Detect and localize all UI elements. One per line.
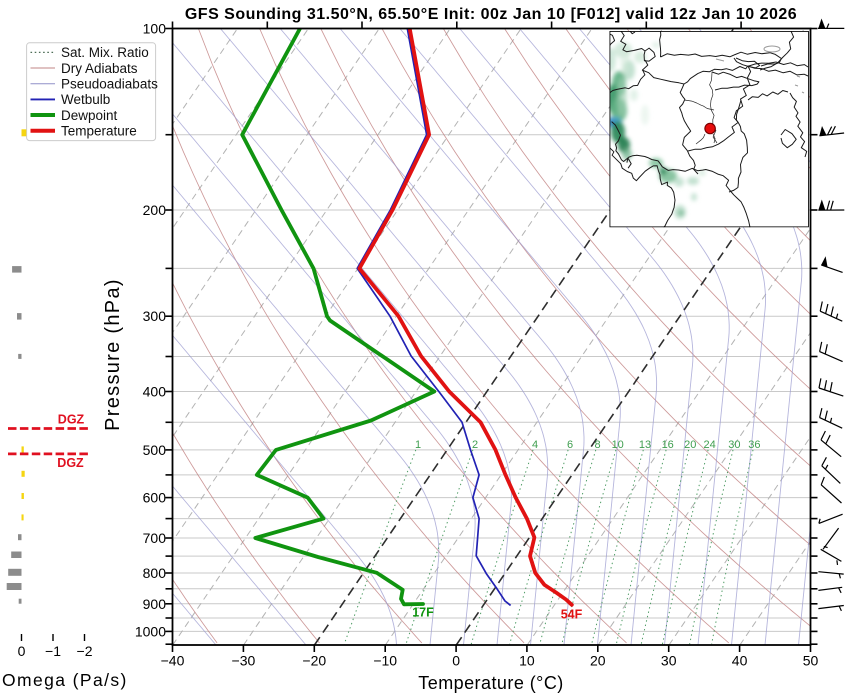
svg-text:Dewpoint: Dewpoint (61, 108, 118, 123)
svg-text:50: 50 (803, 653, 819, 669)
svg-text:10: 10 (612, 439, 624, 451)
svg-text:30: 30 (728, 439, 740, 451)
svg-text:DGZ: DGZ (57, 456, 84, 470)
svg-text:700: 700 (143, 530, 167, 546)
svg-text:8: 8 (595, 439, 601, 451)
svg-text:Temperature: Temperature (61, 124, 137, 139)
svg-text:300: 300 (143, 308, 167, 324)
svg-text:1: 1 (415, 439, 421, 451)
svg-text:DGZ: DGZ (58, 413, 85, 427)
svg-text:600: 600 (143, 490, 167, 506)
svg-text:40: 40 (732, 653, 748, 669)
svg-text:16: 16 (662, 439, 674, 451)
svg-text:Pressure (hPa): Pressure (hPa) (102, 278, 124, 431)
svg-text:20: 20 (590, 653, 606, 669)
svg-text:Sat. Mix. Ratio: Sat. Mix. Ratio (61, 45, 149, 60)
svg-text:0: 0 (18, 643, 26, 659)
svg-text:2: 2 (472, 439, 478, 451)
svg-text:500: 500 (143, 442, 167, 458)
svg-text:800: 800 (143, 565, 167, 581)
svg-text:−40: −40 (161, 653, 185, 669)
svg-text:−2: −2 (77, 643, 93, 659)
svg-text:400: 400 (143, 384, 167, 400)
svg-text:13: 13 (639, 439, 651, 451)
svg-text:−20: −20 (302, 653, 326, 669)
svg-text:54F: 54F (561, 608, 583, 622)
svg-text:Dry Adiabats: Dry Adiabats (61, 61, 138, 76)
svg-text:1000: 1000 (135, 623, 166, 639)
svg-text:6: 6 (567, 439, 573, 451)
svg-text:200: 200 (143, 202, 167, 218)
svg-text:Temperature (°C): Temperature (°C) (418, 673, 563, 693)
svg-text:36: 36 (748, 439, 760, 451)
svg-text:900: 900 (143, 596, 167, 612)
svg-text:Omega (Pa/s): Omega (Pa/s) (2, 670, 128, 690)
svg-text:0: 0 (452, 653, 460, 669)
svg-text:−1: −1 (45, 643, 61, 659)
svg-text:−10: −10 (373, 653, 397, 669)
svg-text:Wetbulb: Wetbulb (61, 92, 110, 107)
svg-text:100: 100 (143, 21, 167, 37)
svg-text:−30: −30 (232, 653, 256, 669)
svg-text:4: 4 (532, 439, 538, 451)
svg-text:Pseudoadiabats: Pseudoadiabats (61, 77, 158, 92)
svg-text:30: 30 (661, 653, 677, 669)
svg-text:24: 24 (703, 439, 715, 451)
svg-text:17F: 17F (412, 606, 434, 620)
svg-text:10: 10 (519, 653, 535, 669)
svg-text:20: 20 (684, 439, 696, 451)
svg-text:GFS Sounding 31.50°N, 65.50°E: GFS Sounding 31.50°N, 65.50°E Init: 00z … (185, 6, 797, 23)
